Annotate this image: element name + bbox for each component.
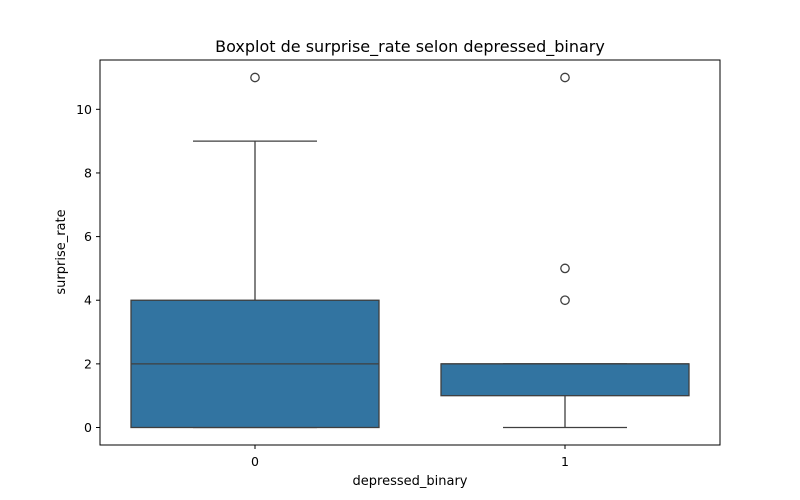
x-tick-label: 0: [251, 454, 259, 469]
y-axis: 0 2 4 6 8 10: [76, 102, 100, 435]
outlier-point: [560, 263, 570, 274]
box-iqr: [440, 363, 690, 397]
y-tick-label: 2: [84, 356, 92, 371]
plot-area: [130, 72, 690, 429]
box-group-0: [130, 72, 380, 429]
y-tick-label: 4: [84, 293, 92, 308]
y-axis-label: surprise_rate: [54, 209, 69, 294]
plot-frame: [99, 59, 721, 446]
x-axis-label: depressed_binary: [353, 474, 468, 489]
y-tick-label: 0: [84, 420, 92, 435]
box-group-1: [440, 72, 690, 429]
outlier-point: [560, 72, 570, 83]
y-tick-label: 8: [84, 165, 92, 180]
y-tick-label: 10: [76, 102, 92, 117]
outlier-point: [560, 295, 570, 306]
y-tick-label: 6: [84, 229, 92, 244]
chart-title: Boxplot de surprise_rate selon depressed…: [215, 37, 605, 57]
x-tick-label: 1: [561, 454, 569, 469]
outlier-point: [250, 72, 260, 83]
